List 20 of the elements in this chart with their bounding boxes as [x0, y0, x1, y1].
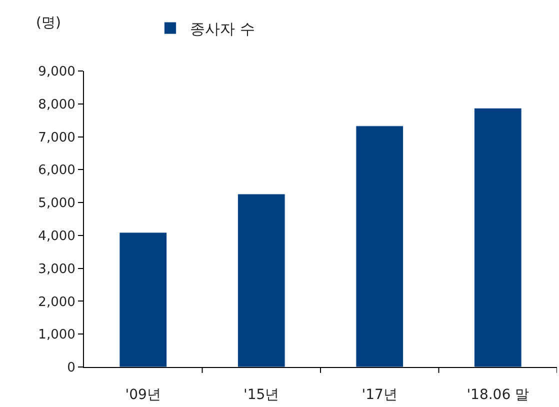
bar	[237, 194, 286, 367]
y-tick-label: 8,000	[38, 97, 76, 112]
y-tick-label: 0	[67, 360, 76, 376]
bar	[356, 126, 404, 367]
y-tick-label: 1,000	[38, 328, 76, 343]
y-tick-label: 5,000	[38, 196, 76, 212]
bar	[474, 108, 522, 367]
legend-label: 종사자 수	[190, 20, 255, 38]
y-tick-label: 9,000	[38, 64, 76, 80]
y-tick-label: 2,000	[38, 294, 76, 310]
x-tick-label: '17년	[362, 386, 398, 403]
bar	[119, 232, 168, 367]
y-tick-label: 4,000	[38, 228, 76, 244]
y-tick-label: 7,000	[38, 130, 76, 146]
x-tick-label: '15년	[244, 386, 280, 403]
x-tick-label: '09년	[125, 386, 161, 403]
y-tick-label: 6,000	[38, 163, 76, 178]
x-tick-label: '18.06 말	[466, 386, 530, 403]
y-tick-label: 3,000	[38, 262, 76, 277]
y-axis-title: (명)	[36, 15, 61, 31]
